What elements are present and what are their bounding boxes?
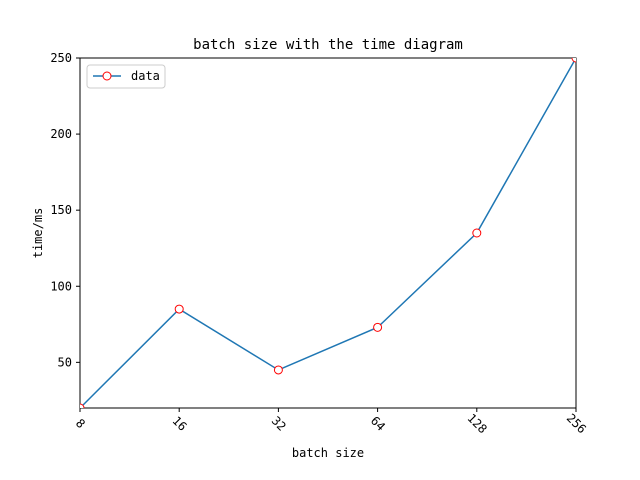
- data-point: [273, 365, 283, 375]
- x-tick-label: 256: [564, 411, 589, 436]
- x-tick-label: 64: [368, 414, 388, 434]
- x-tick-label: 32: [269, 414, 289, 434]
- series-line: [80, 58, 576, 408]
- data-point: [174, 304, 184, 314]
- plot-area: 8 16 32 64 128 256 50 100 150 200 250: [50, 51, 589, 436]
- legend-entry-label: data: [131, 69, 160, 83]
- y-tick-label: 50: [58, 355, 72, 369]
- x-axis-label: batch size: [292, 446, 364, 460]
- x-tick-label: 8: [73, 416, 88, 431]
- plot-frame: [79, 57, 577, 409]
- x-tick-label: 128: [465, 411, 490, 436]
- data-point: [472, 228, 482, 238]
- legend-box: [86, 64, 166, 89]
- y-tick-label: 250: [50, 51, 72, 65]
- y-tick-label: 200: [50, 127, 72, 141]
- data-point: [373, 322, 383, 332]
- x-tick-label: 16: [169, 414, 189, 434]
- legend: data: [86, 64, 166, 89]
- data-point: [571, 58, 576, 63]
- y-tick-label: 150: [50, 203, 72, 217]
- data-point: [80, 403, 85, 408]
- chart-title: batch size with the time diagram: [193, 37, 463, 53]
- y-tick-label: 100: [50, 279, 72, 293]
- legend-marker-swatch: [102, 71, 112, 81]
- y-axis-label: time/ms: [31, 208, 45, 259]
